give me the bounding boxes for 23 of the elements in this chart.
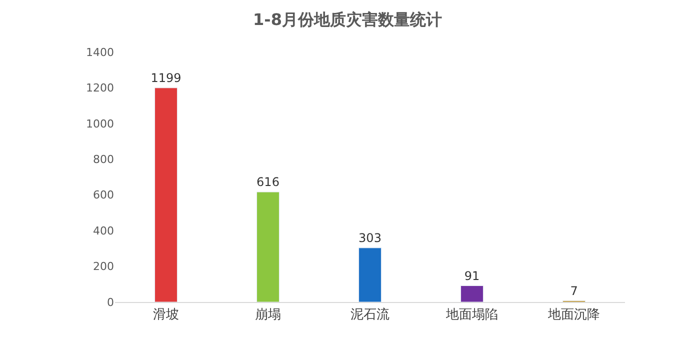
chart-title: 1-8月份地质灾害数量统计 [253,10,442,29]
y-tick-label: 1400 [86,46,114,59]
x-tick-label: 滑坡 [153,308,179,323]
data-label: 303 [358,230,382,245]
x-tick-label: 地面塌陷 [445,308,498,323]
data-label: 7 [570,284,578,298]
data-label: 616 [256,175,280,189]
x-tick-label: 泥石流 [350,306,390,323]
y-tick-label: 400 [93,224,114,238]
y-tick-label: 800 [93,152,114,166]
y-tick-label: 1000 [86,117,114,130]
x-tick-label: 崩塌 [255,308,281,323]
bar [154,88,178,302]
x-tick-label: 地面沉降 [547,308,600,323]
y-tick-label: 1200 [86,82,114,95]
bar [460,286,484,302]
bar [358,248,382,302]
bar [256,192,280,302]
y-tick-label: 0 [107,296,114,309]
data-label: 91 [464,268,480,283]
y-tick-label: 200 [93,260,114,274]
y-tick-label: 600 [93,188,114,202]
data-label: 1199 [150,70,182,85]
